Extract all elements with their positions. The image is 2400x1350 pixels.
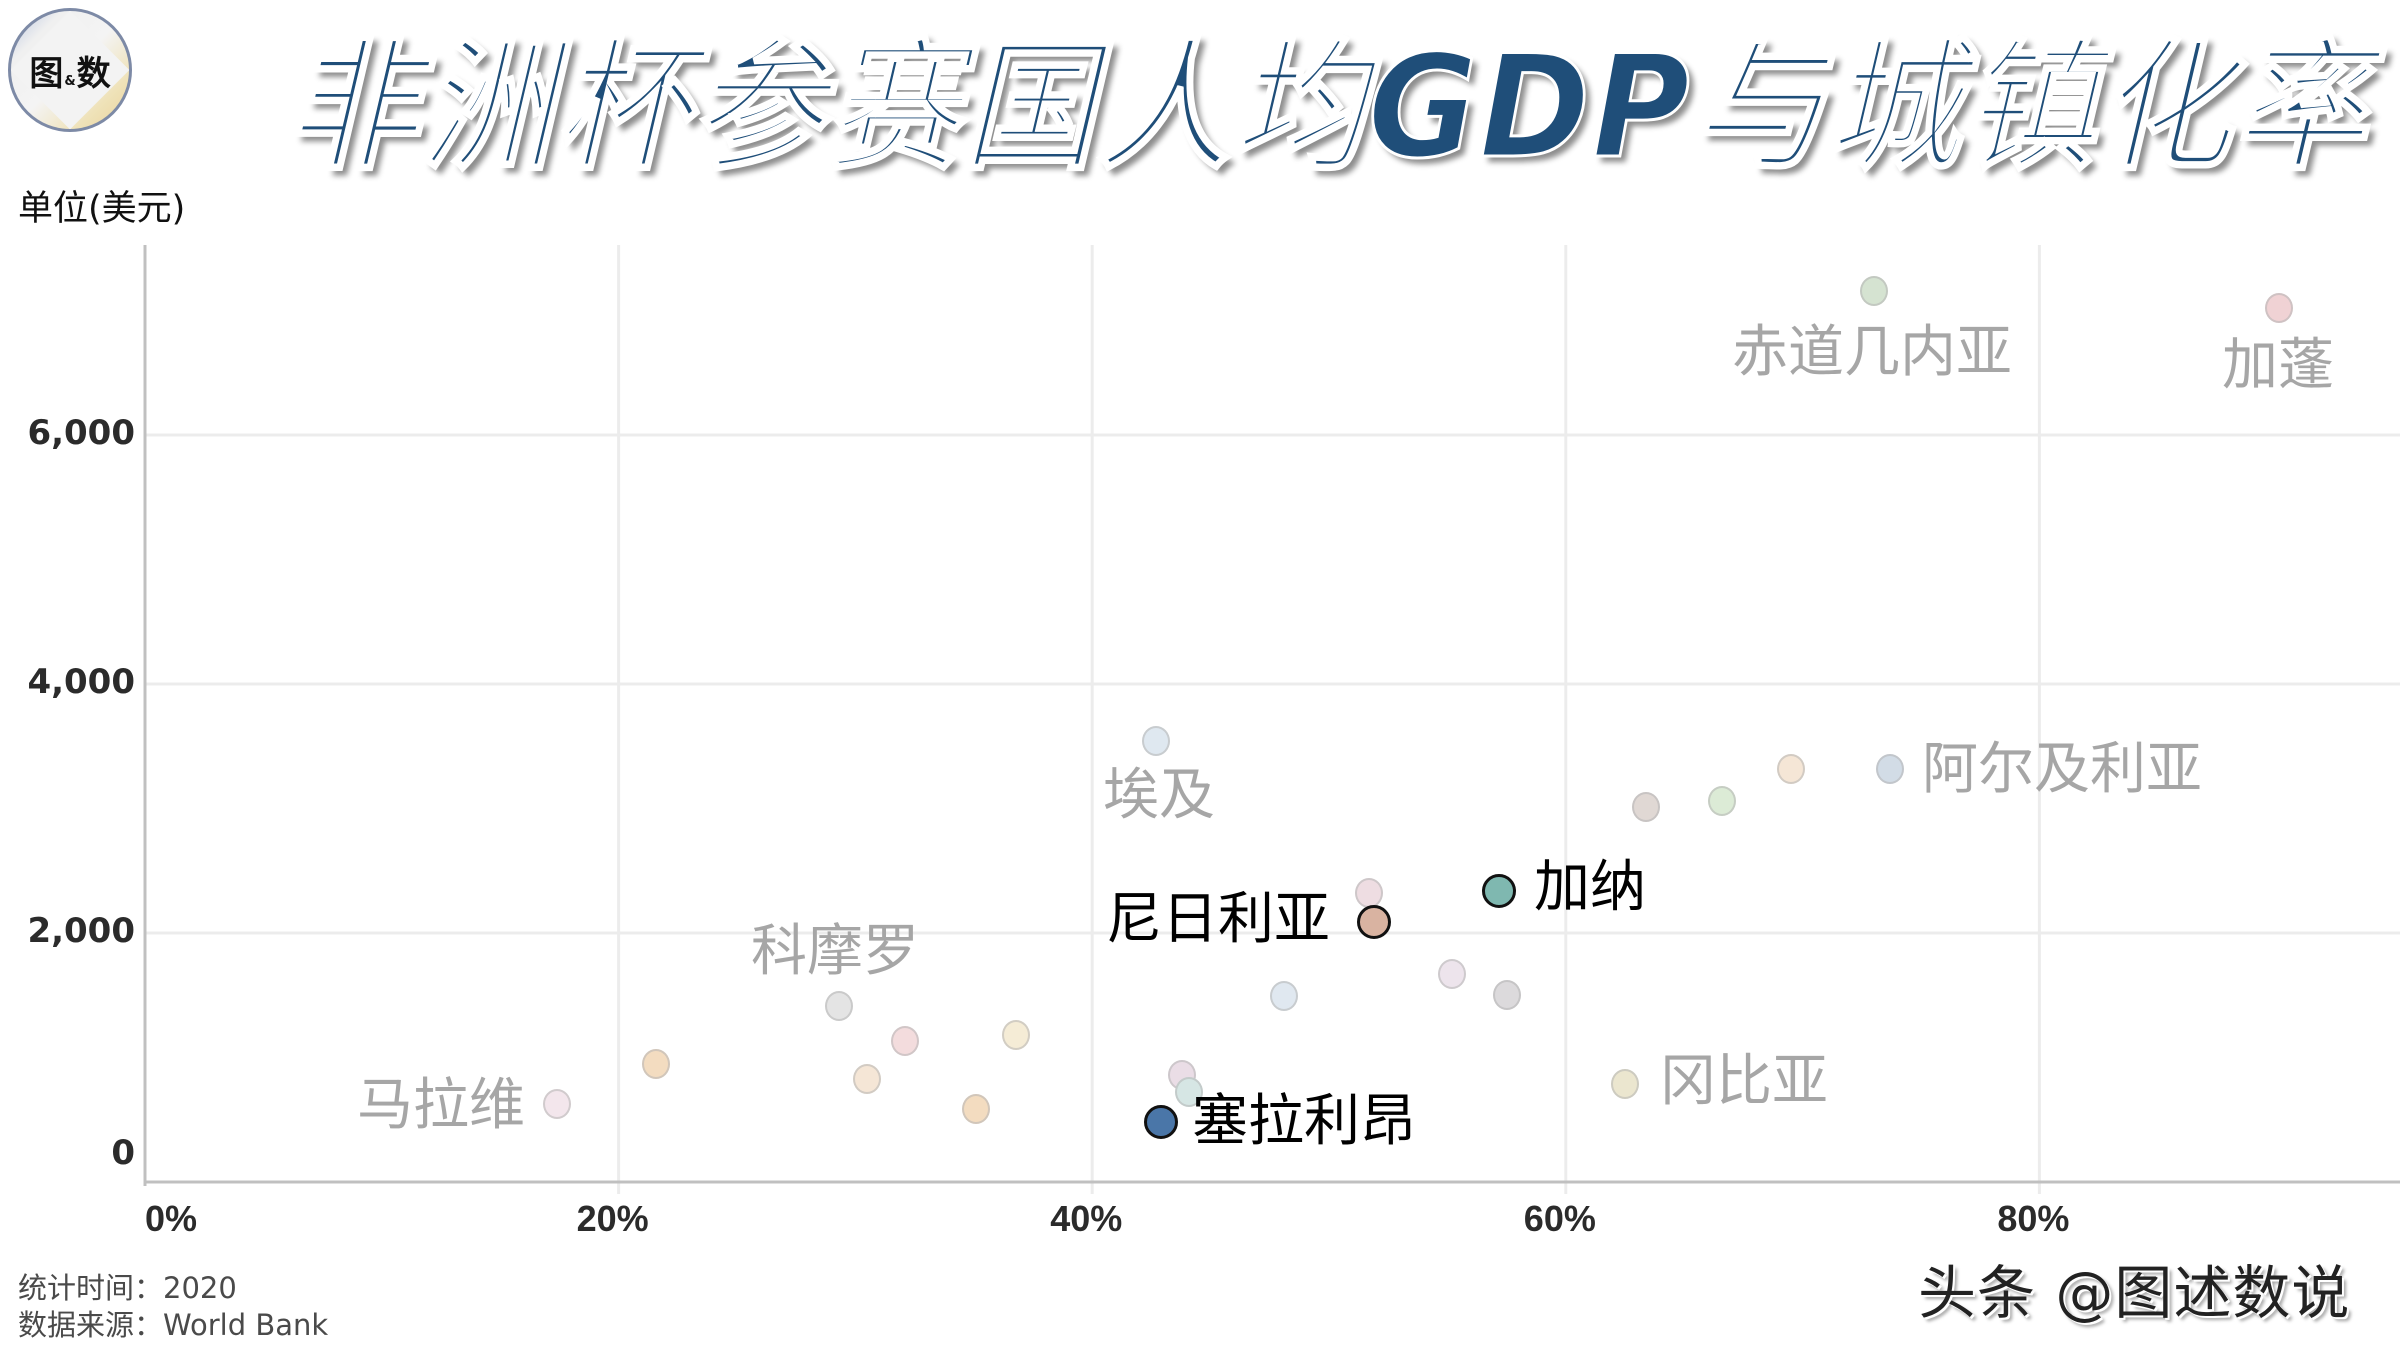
highlighted-data-point[interactable] bbox=[1482, 873, 1517, 908]
data-point[interactable] bbox=[543, 1088, 572, 1119]
data-point[interactable] bbox=[1002, 1020, 1031, 1051]
data-source: 数据来源：World Bank bbox=[18, 1308, 329, 1342]
highlighted-data-point[interactable] bbox=[1356, 904, 1391, 939]
data-point[interactable] bbox=[1708, 786, 1737, 817]
data-point[interactable] bbox=[853, 1063, 882, 1094]
country-label: 赤道几内亚 bbox=[1732, 320, 2012, 385]
country-label: 加蓬 bbox=[2222, 333, 2334, 398]
highlighted-data-point[interactable] bbox=[1143, 1105, 1178, 1140]
logo-amp: & bbox=[64, 74, 76, 89]
logo-badge: 图 & 数 bbox=[8, 8, 132, 132]
country-label: 阿尔及利亚 bbox=[1922, 737, 2202, 802]
x-tick-label: 60% bbox=[1523, 1198, 1596, 1239]
data-point[interactable] bbox=[824, 991, 853, 1022]
country-label: 马拉维 bbox=[357, 1073, 525, 1138]
x-tick-label: 0% bbox=[145, 1198, 198, 1239]
data-point[interactable] bbox=[1270, 981, 1298, 1012]
country-label: 加纳 bbox=[1534, 855, 1646, 920]
data-point[interactable] bbox=[1776, 753, 1805, 784]
country-label: 埃及 bbox=[1103, 763, 1215, 828]
data-point[interactable] bbox=[1438, 959, 1467, 990]
data-point[interactable] bbox=[962, 1093, 991, 1124]
country-label: 尼日利亚 bbox=[1106, 887, 1330, 952]
y-tick-label: 2,000 bbox=[27, 911, 135, 951]
stat-time: 统计时间：2020 bbox=[18, 1271, 237, 1305]
y-tick-label: 6,000 bbox=[27, 413, 135, 453]
data-point[interactable] bbox=[891, 1026, 920, 1057]
country-label: 科摩罗 bbox=[751, 919, 919, 984]
data-point[interactable] bbox=[1355, 878, 1384, 909]
data-point[interactable] bbox=[1611, 1068, 1639, 1099]
watermark: 头条 @图述数说 bbox=[1918, 1259, 2351, 1327]
logo-text: 图 & 数 bbox=[11, 11, 129, 129]
country-label: 塞拉利昂 bbox=[1192, 1089, 1416, 1154]
country-label: 冈比亚 bbox=[1660, 1049, 1828, 1114]
data-point[interactable] bbox=[1632, 792, 1661, 823]
data-point[interactable] bbox=[642, 1048, 671, 1079]
x-tick-label: 80% bbox=[1997, 1198, 2070, 1239]
data-point[interactable] bbox=[1492, 980, 1521, 1011]
data-point[interactable] bbox=[1876, 753, 1905, 784]
footer-notes: 统计时间：2020 数据来源：World Bank bbox=[18, 1270, 328, 1344]
logo-char-1: 图 bbox=[29, 53, 64, 94]
logo-char-2: 数 bbox=[76, 53, 111, 94]
data-point[interactable] bbox=[1859, 275, 1888, 306]
x-tick-label: 20% bbox=[576, 1198, 649, 1239]
y-tick-label: 4,000 bbox=[27, 662, 135, 702]
data-point[interactable] bbox=[1142, 726, 1171, 757]
y-tick-label: 0 bbox=[111, 1133, 135, 1173]
x-tick-label: 40% bbox=[1050, 1198, 1123, 1239]
data-point[interactable] bbox=[2264, 293, 2293, 323]
data-point[interactable] bbox=[1175, 1077, 1204, 1108]
y-axis-unit-label: 单位(美元) bbox=[18, 189, 186, 229]
